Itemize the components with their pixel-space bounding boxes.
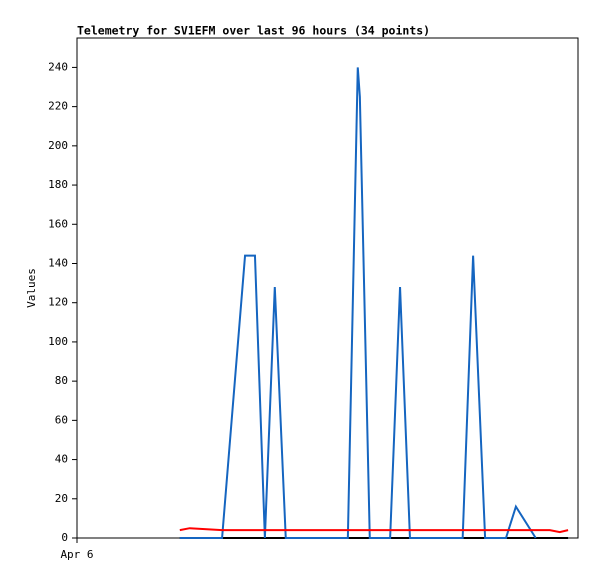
plot-frame — [76, 37, 579, 539]
y-tick-label: 120 — [48, 296, 68, 309]
y-tick-label: 140 — [48, 256, 68, 269]
y-tick-label: 180 — [48, 178, 68, 191]
y-tick-label: 60 — [55, 413, 68, 426]
y-tick-label: 40 — [55, 453, 68, 466]
x-tick-label: Apr 6 — [60, 548, 93, 561]
series-line — [179, 67, 537, 539]
y-tick-label: 80 — [55, 374, 68, 387]
y-tick-label: 220 — [48, 100, 68, 113]
y-tick-label: 20 — [55, 492, 68, 505]
y-tick-label: 0 — [61, 531, 68, 544]
y-axis-label: Values — [25, 268, 38, 308]
y-tick-label: 200 — [48, 139, 68, 152]
y-tick-label: 100 — [48, 335, 68, 348]
y-tick-label: 160 — [48, 217, 68, 230]
y-tick-label: 240 — [48, 60, 68, 73]
series-line — [179, 527, 569, 534]
chart-title: Telemetry for SV1EFM over last 96 hours … — [77, 24, 430, 38]
